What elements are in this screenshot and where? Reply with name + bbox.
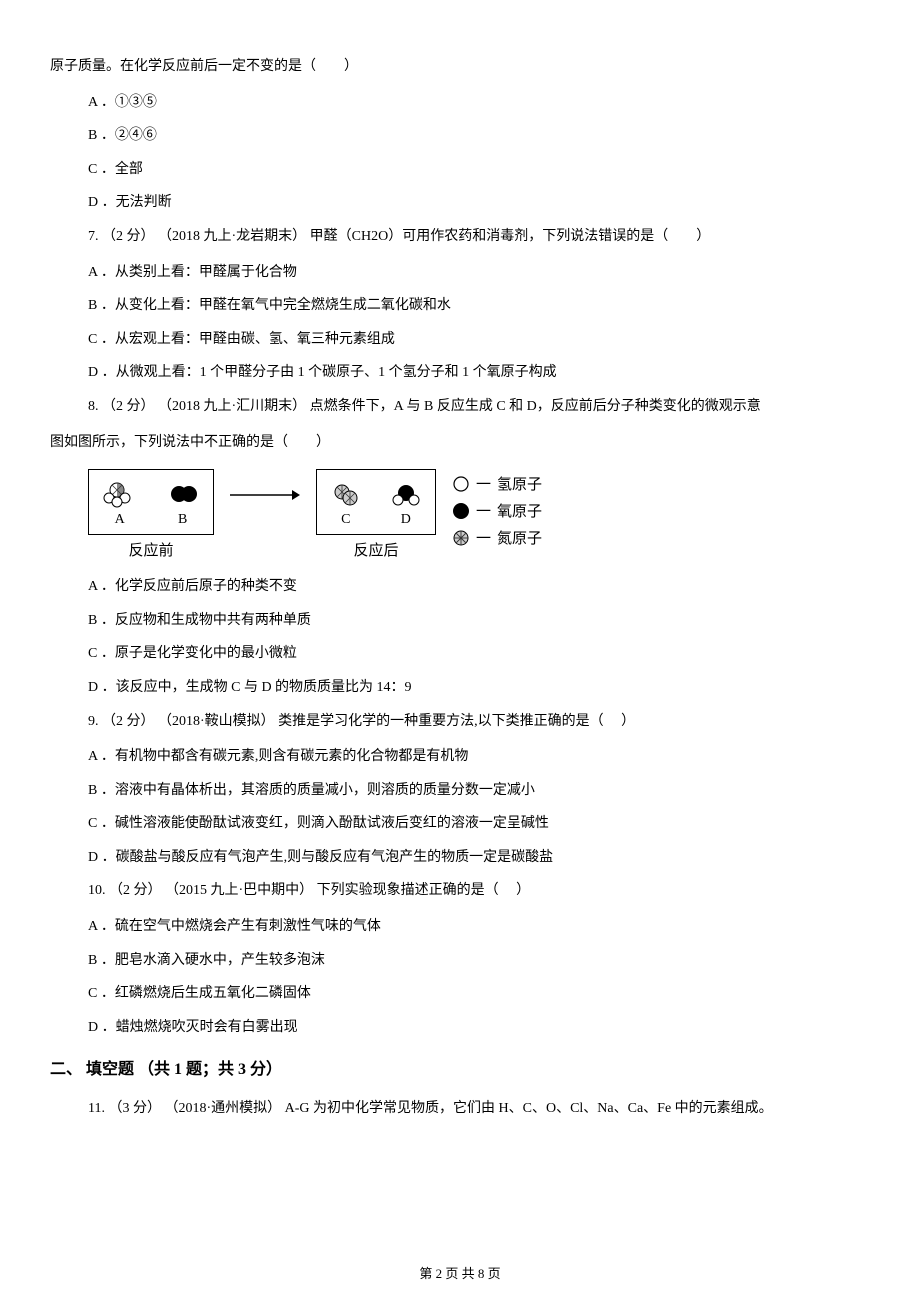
o-atom-icon [452,502,470,520]
legend-o-text: 氧原子 [497,500,542,521]
after-caption: 反应后 [316,539,436,560]
q8-option-d: D ．该反应中，生成物 C 与 D 的物质质量比为 14：9 [88,671,870,705]
q6-continuation: 原子质量。在化学反应前后一定不变的是（ ） [50,50,870,84]
q9-stem: 9. （2 分） （2018·鞍山模拟） 类推是学习化学的一种重要方法,以下类推… [88,705,870,739]
q10-option-a: A ．硫在空气中燃烧会产生有刺激性气味的气体 [88,910,870,944]
q8-option-c: C ．原子是化学变化中的最小微粒 [88,637,870,671]
q10-option-d: D ．蜡烛燃烧吹灭时会有白雾出现 [88,1011,870,1045]
before-box: A B [88,469,214,535]
q7-stem: 7. （2 分） （2018 九上·龙岩期末） 甲醛（CH2O）可用作农药和消毒… [88,220,870,254]
h-atom-icon [452,475,470,493]
q7-option-b: B ．从变化上看：甲醛在氧气中完全燃烧生成二氧化碳和水 [88,289,870,323]
q6-option-b: B ．②④⑥ [88,119,870,153]
label-a: A [115,512,125,528]
q10-stem: 10. （2 分） （2015 九上·巴中期中） 下列实验现象描述正确的是（ ） [88,874,870,908]
q6-option-a: A ．①③⑤ [88,86,870,120]
q7-option-d: D ．从微观上看：1 个甲醛分子由 1 个碳原子、1 个氢分子和 1 个氧原子构… [88,356,870,390]
legend-n-text: 氮原子 [497,527,542,548]
reaction-diagram: A B 反应前 [88,469,870,560]
q10-option-c: C ．红磷燃烧后生成五氧化二磷固体 [88,977,870,1011]
q10-option-b: B ．肥皂水滴入硬水中，产生较多泡沫 [88,944,870,978]
legend-o: 一氧原子 [452,500,542,521]
label-d: D [401,512,411,528]
molecule-d-icon [391,480,421,508]
q6-option-d: D ．无法判断 [88,186,870,220]
before-box-wrapper: A B 反应前 [88,469,214,560]
q9-option-d: D ．碳酸盐与酸反应有气泡产生,则与酸反应有气泡产生的物质一定是碳酸盐 [88,841,870,875]
legend: 一氢原子 一氧原子 一氮原子 [452,473,542,548]
q9-option-b: B ．溶液中有晶体析出，其溶质的质量减小，则溶质的质量分数一定减小 [88,774,870,808]
q6-option-c: C ．全部 [88,153,870,187]
q7-option-c: C ．从宏观上看：甲醛由碳、氢、氧三种元素组成 [88,323,870,357]
q9-option-c: C ．碱性溶液能使酚酞试液变红，则滴入酚酞试液后变红的溶液一定呈碱性 [88,807,870,841]
q8-stem-1: 8. （2 分） （2018 九上·汇川期末） 点燃条件下，A 与 B 反应生成… [88,390,870,424]
molecule-c-icon [331,480,361,508]
legend-n: 一氮原子 [452,527,542,548]
molecule-a-icon [103,480,139,508]
arrow-icon [230,487,300,503]
q7-option-a: A ．从类别上看：甲醛属于化合物 [88,256,870,290]
q11-stem: 11. （3 分） （2018·通州模拟） A-G 为初中化学常见物质，它们由 … [88,1092,870,1126]
q9-option-a: A ．有机物中都含有碳元素,则含有碳元素的化合物都是有机物 [88,740,870,774]
q8-option-a: A ．化学反应前后原子的种类不变 [88,570,870,604]
page-footer: 第 2 页 共 8 页 [0,1263,920,1282]
molecule-b-icon [169,480,199,508]
q8-option-b: B ．反应物和生成物中共有两种单质 [88,604,870,638]
before-caption: 反应前 [88,539,214,560]
section-2-header: 二、 填空题 （共 1 题；共 3 分） [50,1052,870,1087]
q8-stem-2: 图如图所示，下列说法中不正确的是（ ） [50,426,870,460]
after-box: C D [316,469,436,535]
after-box-wrapper: C D 反应后 [316,469,436,560]
legend-h-text: 氢原子 [497,473,542,494]
label-b: B [178,512,187,528]
label-c: C [341,512,350,528]
n-atom-icon [452,529,470,547]
legend-h: 一氢原子 [452,473,542,494]
